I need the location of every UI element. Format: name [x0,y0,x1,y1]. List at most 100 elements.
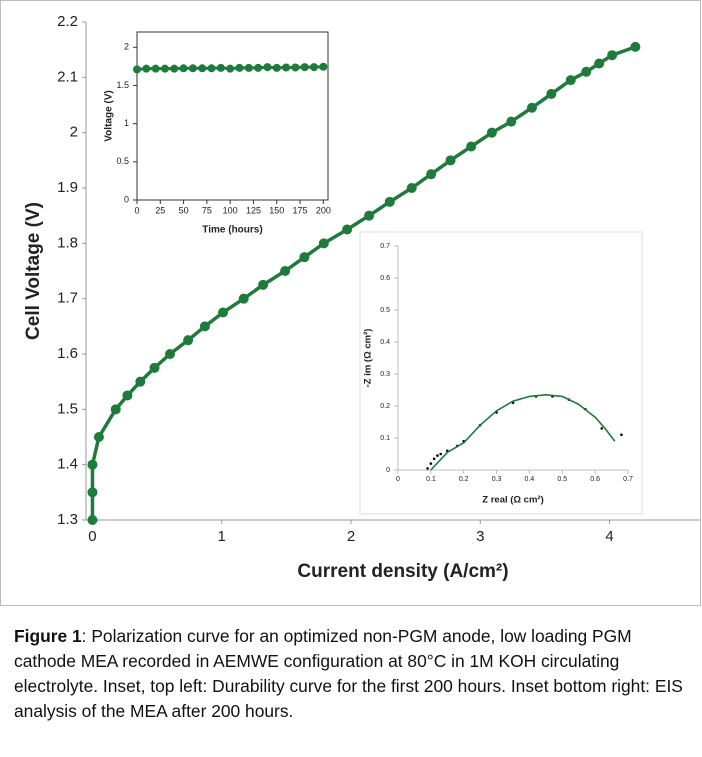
x-tick-label: 0.1 [426,476,436,483]
data-point [135,376,146,387]
data-point [364,210,375,221]
caption-label: Figure 1 [14,626,82,646]
y-tick-label: 1.8 [57,234,78,251]
x-tick-label: 0.3 [492,476,502,483]
x-tick-label: 1 [218,528,226,545]
y-tick-label: 2.2 [57,13,78,30]
data-point [526,102,537,113]
x-tick-label: 0.4 [525,476,535,483]
data-point [506,116,517,127]
y-tick-label: 0.5 [116,156,129,166]
y-tick-label: 1.6 [57,345,78,362]
data-point [87,459,98,470]
x-tick-label: 50 [179,205,189,215]
x-tick-label: 150 [269,205,284,215]
data-point [486,127,497,138]
x-axis-label: Current density (A/cm²) [297,561,508,582]
y-tick-label: 1 [124,118,129,128]
data-point [87,487,98,498]
data-point [122,390,133,401]
x-tick-label: 0 [396,476,400,483]
y-tick-label: 0 [124,194,129,204]
y-tick-label: 1.4 [57,456,78,473]
caption: Figure 1: Polarization curve for an opti… [14,624,698,724]
x-tick-label: 4 [605,528,613,545]
data-point [149,362,160,373]
y-tick-label: 2 [70,124,78,141]
data-point [207,64,216,73]
x-tick-label: 175 [293,205,308,215]
x-axis-label: Time (hours) [202,225,262,236]
plot-frame [136,31,329,201]
data-point [244,63,253,72]
data-point [565,75,576,86]
x-tick-label: 0.2 [459,476,469,483]
data-point [581,66,592,77]
data-point [594,58,605,69]
data-point [254,63,263,72]
y-tick-label: 0.3 [380,371,390,378]
data-point [110,404,121,415]
data-point [439,452,443,456]
x-tick-label: 0 [134,205,139,215]
data-point [170,64,179,73]
data-point [436,454,439,457]
data-point [546,88,557,99]
data-point [300,63,309,72]
data-point [318,238,329,249]
x-tick-label: 100 [223,205,238,215]
data-point [151,64,160,73]
data-point [310,63,319,72]
data-point [280,266,291,276]
y-tick-label: 1.5 [57,400,78,417]
data-point [226,64,235,73]
y-tick-label: 0.7 [380,243,390,250]
data-point [216,63,225,72]
data-point [238,293,249,304]
data-point [258,279,269,290]
y-tick-label: 1.3 [57,511,78,528]
y-axis-label: -Z im (Ω cm²) [363,329,374,388]
x-tick-label: 0.5 [557,476,567,483]
data-point [600,427,604,430]
x-tick-label: 25 [155,205,165,215]
data-point [319,62,328,71]
x-tick-label: 200 [316,205,331,215]
y-tick-label: 0.6 [380,275,390,282]
y-axis-label: Cell Voltage (V) [23,202,44,340]
data-point [165,349,176,359]
data-point [218,307,229,318]
data-point [93,432,104,442]
data-point [426,169,437,180]
data-point [87,515,98,525]
data-point [299,252,310,263]
y-tick-label: 2 [124,42,129,52]
data-point [282,63,291,72]
data-point [384,196,395,207]
data-point [432,457,436,461]
data-point [160,64,169,73]
data-point [607,50,618,61]
x-tick-label: 0.7 [623,476,633,483]
y-axis-label: Voltage (V) [104,90,115,141]
y-tick-label: 2.1 [57,68,78,85]
chart: 1.3 1.4 1.5 1.6 1.7 1.8 1.9 2 2.1 2.2 0 1 2 3 4 Current… [0,0,701,606]
data-point [342,224,353,235]
data-point [179,64,188,73]
x-tick-label: 0 [88,528,96,545]
inset-frame [359,231,643,515]
data-point [142,64,151,73]
caption-text: : Polarization curve for an optimized no… [14,626,683,721]
y-tick-label: 1.9 [57,179,78,196]
data-point [199,321,210,332]
x-tick-label: 2 [347,528,355,545]
data-point [445,155,456,166]
data-point [466,141,477,152]
x-tick-label: 3 [476,528,484,545]
series-line [430,394,616,471]
data-point [188,64,197,73]
data-point [263,63,272,72]
data-point [133,65,141,74]
y-tick-label: 1.7 [57,290,78,307]
